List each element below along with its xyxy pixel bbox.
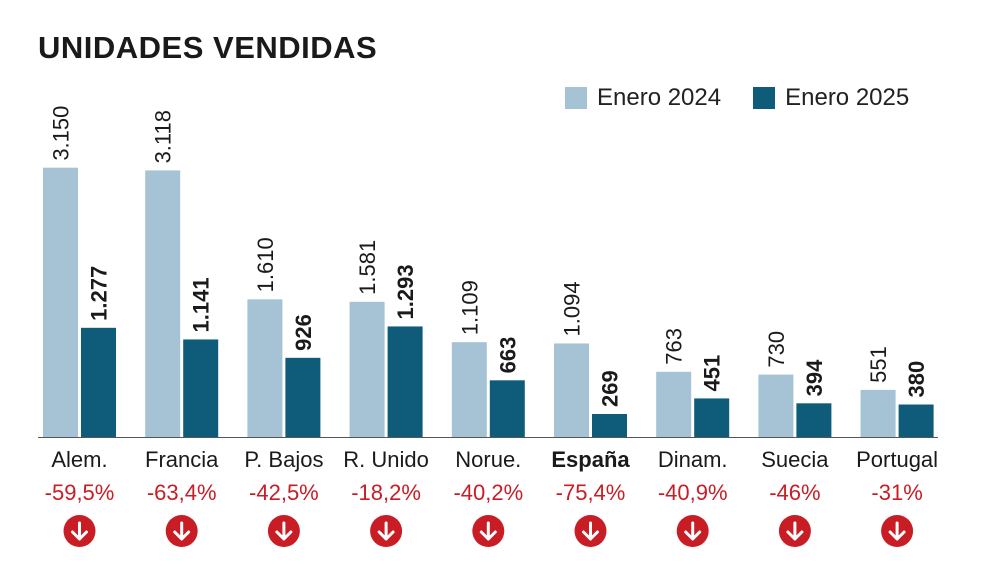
bar-2024 — [860, 389, 896, 437]
bar-value-label: 1.109 — [457, 280, 482, 335]
bar-2024 — [758, 374, 794, 437]
change-percent-label: -59,5% — [45, 480, 115, 505]
arrow-down-icon — [479, 521, 497, 541]
bar-value-label: 763 — [662, 328, 687, 365]
change-percent-label: -31% — [871, 480, 922, 505]
category-label: Francia — [145, 447, 219, 472]
bar-value-label: 1.094 — [560, 281, 585, 336]
bar-value-label: 3.150 — [49, 106, 74, 161]
bar-2025 — [592, 414, 627, 437]
arrow-down-icon — [377, 521, 395, 541]
bar-value-label: 730 — [764, 331, 789, 368]
category-label: Portugal — [856, 447, 938, 472]
bar-value-label: 1.581 — [355, 240, 380, 295]
legend-label-2024: Enero 2024 — [597, 84, 722, 111]
bar-2025 — [898, 404, 934, 437]
bar-2024 — [43, 167, 78, 438]
change-percent-label: -40,2% — [453, 480, 523, 505]
bar-2025 — [387, 326, 423, 437]
arrow-down-icon — [684, 521, 702, 541]
change-percent-label: -42,5% — [249, 480, 319, 505]
category-label: R. Unido — [343, 447, 429, 472]
bar-2025 — [694, 398, 730, 437]
bar-2024 — [349, 301, 385, 437]
bar-2025 — [183, 339, 219, 437]
legend-swatch-2024 — [565, 87, 587, 109]
bar-value-label: 551 — [866, 346, 891, 383]
bar-2024 — [247, 299, 283, 437]
bar-2025 — [285, 357, 321, 437]
bar-value-label: 1.277 — [87, 266, 112, 321]
category-label: Suecia — [761, 447, 829, 472]
category-label: P. Bajos — [244, 447, 323, 472]
bar-value-label: 1.141 — [189, 277, 214, 332]
bar-2024 — [451, 342, 487, 437]
bar-value-label: 269 — [598, 370, 623, 407]
bar-value-label: 1.293 — [393, 264, 418, 319]
bar-value-label: 394 — [802, 359, 827, 396]
bar-2025 — [81, 327, 116, 437]
arrow-down-icon — [786, 521, 804, 541]
legend-item-2024: Enero 2024 — [565, 84, 721, 112]
bar-2025 — [796, 403, 832, 437]
bar-2024 — [656, 371, 692, 437]
bar-2024 — [145, 170, 181, 437]
arrow-down-icon — [275, 521, 293, 541]
chart-title: UNIDADES VENDIDAS — [38, 30, 378, 65]
change-percent-label: -18,2% — [351, 480, 421, 505]
arrow-down-icon — [173, 521, 191, 541]
bar-2024 — [554, 343, 589, 437]
change-percent-label: -75,4% — [556, 480, 626, 505]
category-label: Alem. — [51, 447, 107, 472]
arrow-down-icon — [582, 521, 599, 541]
bar-value-label: 663 — [495, 337, 520, 374]
bar-value-label: 926 — [291, 314, 316, 351]
legend-label-2025: Enero 2025 — [785, 84, 910, 111]
legend: Enero 2024 Enero 2025 — [565, 84, 941, 112]
legend-item-2025: Enero 2025 — [753, 84, 909, 112]
change-percent-label: -46% — [769, 480, 820, 505]
category-label: España — [551, 447, 630, 472]
bar-value-label: 451 — [700, 355, 725, 392]
category-label: Norue. — [455, 447, 521, 472]
bar-2025 — [489, 380, 525, 437]
change-percent-label: -40,9% — [658, 480, 728, 505]
bar-value-label: 3.118 — [151, 110, 176, 163]
legend-swatch-2025 — [753, 87, 776, 109]
bar-value-label: 1.610 — [253, 237, 278, 292]
category-label: Dinam. — [658, 447, 728, 472]
arrow-down-icon — [71, 521, 88, 541]
bar-value-label: 380 — [904, 361, 929, 398]
arrow-down-icon — [888, 521, 906, 541]
change-percent-label: -63,4% — [147, 480, 217, 505]
